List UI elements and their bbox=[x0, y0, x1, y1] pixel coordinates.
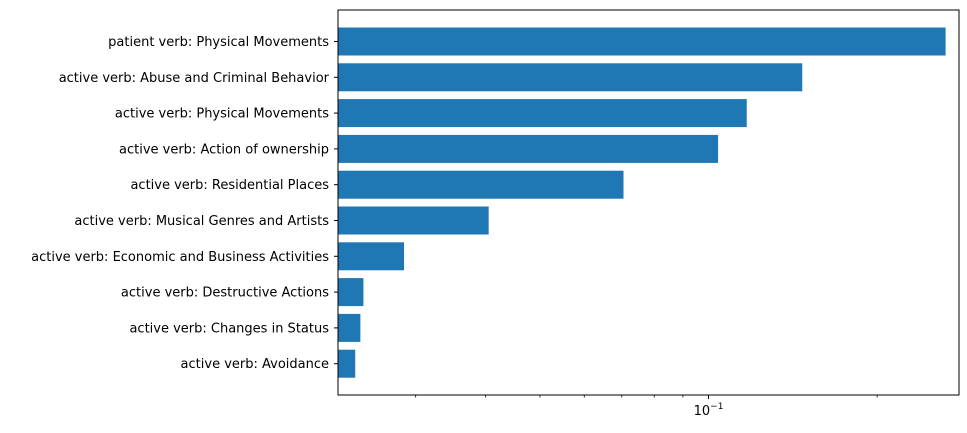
category-label: active verb: Economic and Business Activ… bbox=[31, 250, 329, 265]
category-label: active verb: Residential Places bbox=[130, 178, 329, 193]
category-labels: patient verb: Physical Movements active v… bbox=[31, 35, 338, 372]
bar bbox=[338, 134, 719, 163]
bar bbox=[338, 170, 624, 199]
bar bbox=[338, 278, 364, 307]
category-label: active verb: Abuse and Criminal Behavior bbox=[59, 71, 330, 86]
bars-group bbox=[338, 27, 946, 378]
bar bbox=[338, 242, 405, 271]
plot-frame bbox=[337, 9, 960, 396]
bar bbox=[338, 313, 361, 342]
bar bbox=[338, 63, 803, 92]
category-label: active verb: Musical Genres and Artists bbox=[74, 214, 329, 229]
category-label: active verb: Action of ownership bbox=[119, 142, 329, 157]
bar bbox=[338, 99, 747, 128]
bar bbox=[338, 349, 356, 378]
category-label: active verb: Destructive Actions bbox=[121, 286, 329, 301]
category-label: active verb: Changes in Status bbox=[129, 321, 329, 336]
bar bbox=[338, 206, 489, 235]
category-label: patient verb: Physical Movements bbox=[108, 35, 329, 50]
bar bbox=[338, 27, 946, 56]
category-label: active verb: Physical Movements bbox=[115, 107, 329, 122]
x-tick-label: 10−1 bbox=[694, 402, 724, 419]
category-label: active verb: Avoidance bbox=[181, 357, 329, 372]
